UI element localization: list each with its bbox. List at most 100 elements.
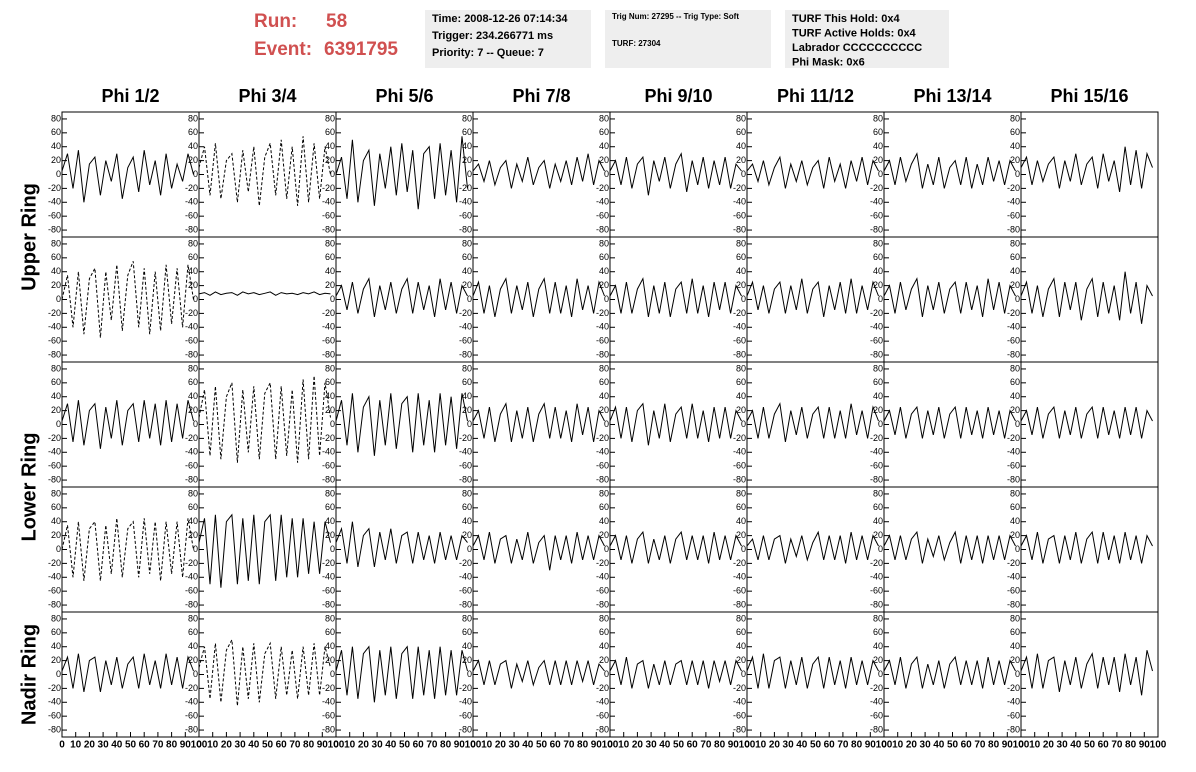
panel-frame (61, 236, 200, 363)
y-tick-label: 60 (188, 502, 198, 512)
x-tick-label: 40 (1070, 740, 1082, 751)
waveform (472, 277, 605, 317)
y-tick-label: -80 (596, 349, 609, 359)
y-tick-label: 60 (1010, 127, 1020, 137)
y-tick-label: 80 (873, 238, 883, 248)
waveform (746, 155, 879, 189)
y-tick-label: -20 (459, 558, 472, 568)
x-tick-label: 70 (426, 740, 438, 751)
y-tick-label: 40 (51, 266, 61, 276)
y-tick-label: 60 (325, 377, 335, 387)
waveform (335, 521, 468, 567)
waveform (472, 532, 605, 571)
y-tick-label: 0 (467, 169, 472, 179)
y-tick-label: -60 (733, 586, 746, 596)
x-tick-label: 60 (550, 740, 562, 751)
y-tick-label: -20 (48, 683, 61, 693)
y-tick-label: -40 (1007, 447, 1020, 457)
info-line: Trigger: 234.266771 ms (432, 30, 553, 42)
y-tick-label: -20 (1007, 683, 1020, 693)
y-tick-label: 0 (604, 169, 609, 179)
x-tick-label: 90 (180, 740, 192, 751)
y-tick-label: -60 (459, 586, 472, 596)
y-tick-label: 20 (599, 155, 609, 165)
x-tick-label: 100 (1013, 740, 1030, 751)
x-tick-label: 20 (221, 740, 233, 751)
y-tick-label: 20 (873, 405, 883, 415)
y-tick-label: -40 (48, 197, 61, 207)
x-tick-label: 100 (191, 740, 208, 751)
waveform (61, 150, 194, 203)
y-tick-label: -20 (48, 433, 61, 443)
y-tick-label: 20 (51, 530, 61, 540)
y-tick-label: -80 (459, 224, 472, 234)
x-tick-label: 90 (317, 740, 329, 751)
waveform (198, 291, 331, 296)
x-tick-label: 20 (495, 740, 507, 751)
waveform (335, 277, 468, 317)
y-tick-label: -40 (1007, 322, 1020, 332)
panel-frame (198, 361, 337, 488)
x-tick-label: 10 (207, 740, 219, 751)
y-tick-label: 20 (599, 280, 609, 290)
y-tick-label: 60 (1010, 627, 1020, 637)
y-tick-label: 20 (325, 655, 335, 665)
y-tick-label: -80 (185, 224, 198, 234)
waveform (1020, 146, 1153, 192)
y-tick-label: -40 (733, 697, 746, 707)
y-tick-label: 20 (462, 280, 472, 290)
y-tick-label: 0 (741, 669, 746, 679)
panel-frame (609, 361, 748, 488)
waveform (1020, 271, 1153, 324)
y-tick-label: -60 (185, 711, 198, 721)
y-tick-label: 0 (56, 544, 61, 554)
y-tick-label: -80 (870, 724, 883, 734)
waveform (609, 402, 742, 446)
x-tick-label: 10 (755, 740, 767, 751)
y-tick-label: -60 (48, 711, 61, 721)
y-tick-label: -40 (322, 572, 335, 582)
y-tick-label: 80 (736, 613, 746, 623)
y-tick-label: 60 (1010, 502, 1020, 512)
y-tick-label: -40 (870, 572, 883, 582)
y-tick-label: -20 (733, 183, 746, 193)
y-tick-label: -20 (596, 558, 609, 568)
x-tick-label: 80 (577, 740, 589, 751)
y-tick-label: -80 (596, 474, 609, 484)
y-tick-label: 20 (51, 655, 61, 665)
y-tick-label: 40 (599, 141, 609, 151)
y-tick-label: 60 (188, 127, 198, 137)
y-tick-label: 80 (873, 363, 883, 373)
y-tick-label: 0 (1015, 544, 1020, 554)
y-tick-label: 60 (325, 627, 335, 637)
y-tick-label: 0 (741, 169, 746, 179)
y-tick-label: -20 (1007, 558, 1020, 568)
y-tick-label: 80 (1010, 113, 1020, 123)
y-tick-label: -20 (596, 433, 609, 443)
x-tick-label: 40 (796, 740, 808, 751)
info-line: Phi Mask: 0x6 (792, 56, 865, 68)
y-tick-label: 60 (51, 252, 61, 262)
panel-frame (198, 236, 337, 363)
y-tick-label: 20 (51, 280, 61, 290)
y-tick-label: -80 (459, 474, 472, 484)
panel-frame (609, 111, 748, 238)
y-tick-label: 0 (878, 169, 883, 179)
x-tick-label: 0 (333, 740, 339, 751)
x-tick-label: 30 (646, 740, 658, 751)
panel-frame (61, 611, 200, 738)
y-tick-label: -60 (870, 461, 883, 471)
y-tick-label: -60 (48, 336, 61, 346)
y-tick-label: -60 (596, 336, 609, 346)
y-tick-label: -80 (185, 349, 198, 359)
y-tick-label: -20 (48, 558, 61, 568)
panel-frame (1020, 611, 1159, 738)
x-tick-label: 80 (988, 740, 1000, 751)
x-tick-label: 90 (865, 740, 877, 751)
x-tick-label: 60 (1098, 740, 1110, 751)
y-tick-label: 40 (873, 516, 883, 526)
y-tick-label: 40 (325, 516, 335, 526)
panel-frame (472, 611, 611, 738)
y-tick-label: 0 (467, 544, 472, 554)
